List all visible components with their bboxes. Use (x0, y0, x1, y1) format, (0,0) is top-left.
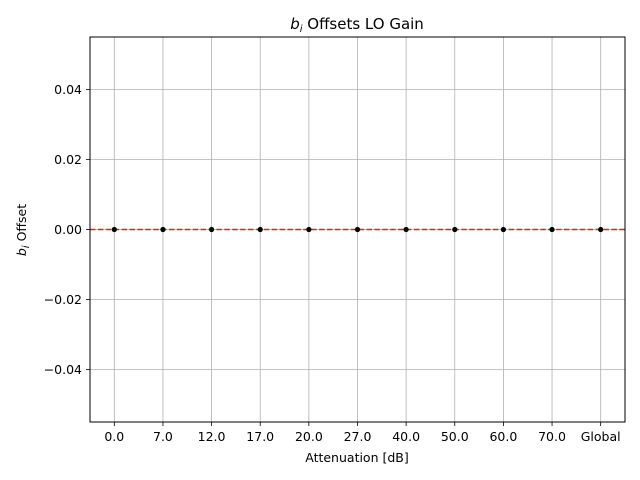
x-tick-label: 50.0 (441, 429, 469, 444)
data-point (598, 226, 604, 233)
chart-title: bi Offsets LO Gain (290, 15, 424, 35)
title-subscript: i (300, 24, 303, 35)
x-tick-label: 0.0 (104, 429, 124, 444)
ylabel-variable: b (14, 248, 29, 256)
data-point (403, 226, 409, 233)
data-point (452, 226, 458, 233)
x-tick-label: 40.0 (392, 429, 420, 444)
y-axis-label: bi Offset (14, 204, 32, 256)
x-tick-label: 17.0 (246, 429, 274, 444)
x-tick-label: 70.0 (538, 429, 566, 444)
x-tick-label: 12.0 (198, 429, 226, 444)
data-points (111, 226, 604, 233)
x-tick-label: 20.0 (295, 429, 323, 444)
data-point (208, 226, 215, 233)
data-point (160, 226, 166, 233)
x-axis-label: Attenuation [dB] (305, 450, 409, 465)
x-tick-label: 27.0 (344, 429, 372, 444)
x-tick-label: 60.0 (489, 429, 517, 444)
y-tick-label: −0.02 (44, 292, 82, 307)
title-text: Offsets LO Gain (303, 15, 424, 33)
data-point (354, 226, 361, 233)
x-axis-ticks: 0.0 7.0 12.0 17.0 20.0 27.0 40.0 50.0 60.0 70.0 Gl… (104, 422, 621, 444)
x-tick-label: 7.0 (153, 429, 173, 444)
x-tick-label: Global (581, 429, 621, 444)
ylabel-text: Offset (14, 204, 29, 246)
y-tick-label: 0.00 (54, 222, 82, 237)
data-point (257, 226, 263, 233)
y-axis-ticks: −0.04 −0.02 0.00 0.02 0.04 (44, 82, 90, 377)
data-point (549, 226, 555, 233)
ylabel-subscript: i (21, 245, 32, 248)
data-point (500, 226, 507, 233)
y-tick-label: −0.04 (44, 362, 82, 377)
data-point (111, 226, 117, 233)
data-point (306, 226, 312, 233)
y-tick-label: 0.04 (54, 82, 82, 97)
y-tick-label: 0.02 (54, 152, 82, 167)
title-variable: b (290, 15, 300, 33)
